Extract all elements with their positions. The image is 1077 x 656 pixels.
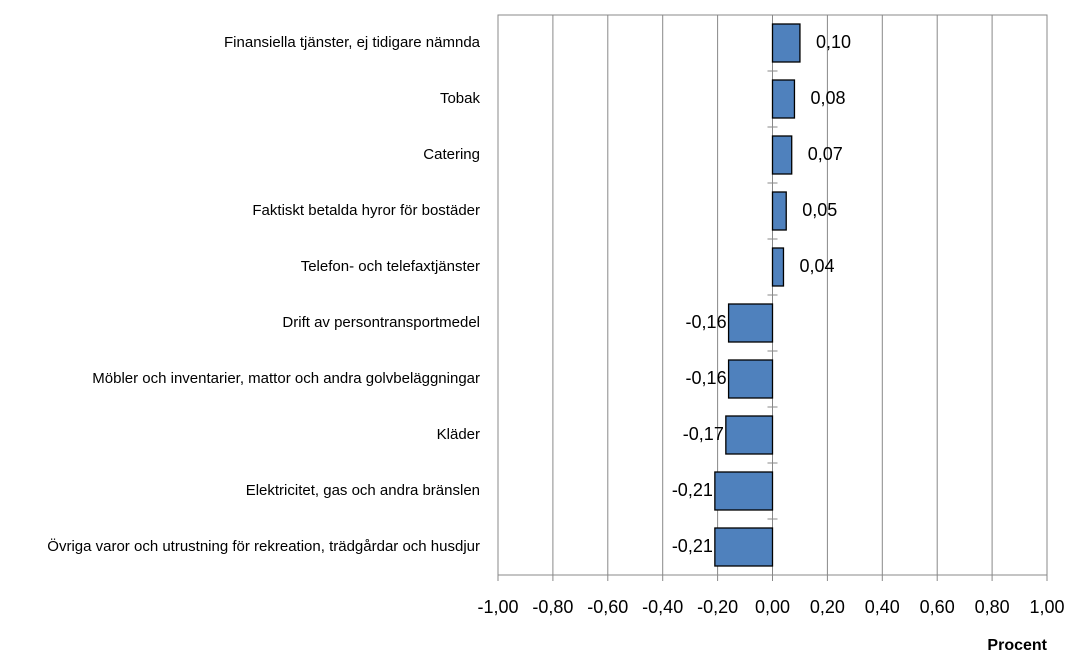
x-tick-label: -0,20 (697, 597, 738, 617)
value-label: -0,16 (686, 368, 727, 388)
category-label: Möbler och inventarier, mattor och andra… (10, 351, 480, 407)
value-label: -0,21 (672, 480, 713, 500)
category-label: Övriga varor och utrustning för rekreati… (10, 519, 480, 575)
x-tick-label: 0,80 (975, 597, 1010, 617)
category-label: Finansiella tjänster, ej tidigare nämnda (10, 15, 480, 71)
category-text: Övriga varor och utrustning för rekreati… (47, 538, 480, 555)
category-label: Catering (10, 127, 480, 183)
x-tick-label: 0,00 (755, 597, 790, 617)
bar (771, 23, 801, 63)
category-text: Tobak (439, 90, 480, 107)
x-tick-label: -0,60 (587, 597, 628, 617)
bar (714, 471, 774, 511)
category-label: Telefon- och telefaxtjänster (10, 239, 480, 295)
category-text: Catering (423, 146, 480, 163)
category-text: Drift av persontransportmedel (282, 314, 480, 331)
value-label: -0,21 (672, 536, 713, 556)
category-label: Tobak (10, 71, 480, 127)
bar (771, 79, 796, 119)
x-tick-label: 0,60 (920, 597, 955, 617)
category-text: Möbler och inventarier, mattor och andra… (92, 370, 480, 387)
category-text: Faktiskt betalda hyror för bostäder (252, 202, 480, 219)
x-tick-label: -1,00 (477, 597, 518, 617)
category-label: Drift av persontransportmedel (10, 295, 480, 351)
bar (727, 359, 774, 399)
category-text: Telefon- och telefaxtjänster (300, 258, 480, 275)
x-tick-label: -0,80 (532, 597, 573, 617)
bar (727, 303, 774, 343)
category-text: Kläder (436, 426, 480, 443)
category-label: Kläder (10, 407, 480, 463)
x-tick-label: -0,40 (642, 597, 683, 617)
bar (725, 415, 774, 455)
x-tick-label: 0,20 (810, 597, 845, 617)
value-label: -0,16 (686, 312, 727, 332)
category-text: Elektricitet, gas och andra bränslen (245, 482, 480, 499)
bar (771, 247, 785, 287)
bar (714, 527, 774, 567)
bar (771, 135, 793, 175)
value-label: 0,05 (802, 200, 837, 220)
category-label: Faktiskt betalda hyror för bostäder (10, 183, 480, 239)
value-label: 0,04 (799, 256, 834, 276)
category-text: Finansiella tjänster, ej tidigare nämnda (224, 34, 480, 51)
x-axis-title: Procent (987, 637, 1047, 654)
category-label: Elektricitet, gas och andra bränslen (10, 463, 480, 519)
value-label: 0,10 (816, 32, 851, 52)
bar (771, 191, 787, 231)
value-label: 0,08 (810, 88, 845, 108)
x-tick-label: 0,40 (865, 597, 900, 617)
value-label: 0,07 (808, 144, 843, 164)
x-tick-label: 1,00 (1029, 597, 1064, 617)
value-label: -0,17 (683, 424, 724, 444)
